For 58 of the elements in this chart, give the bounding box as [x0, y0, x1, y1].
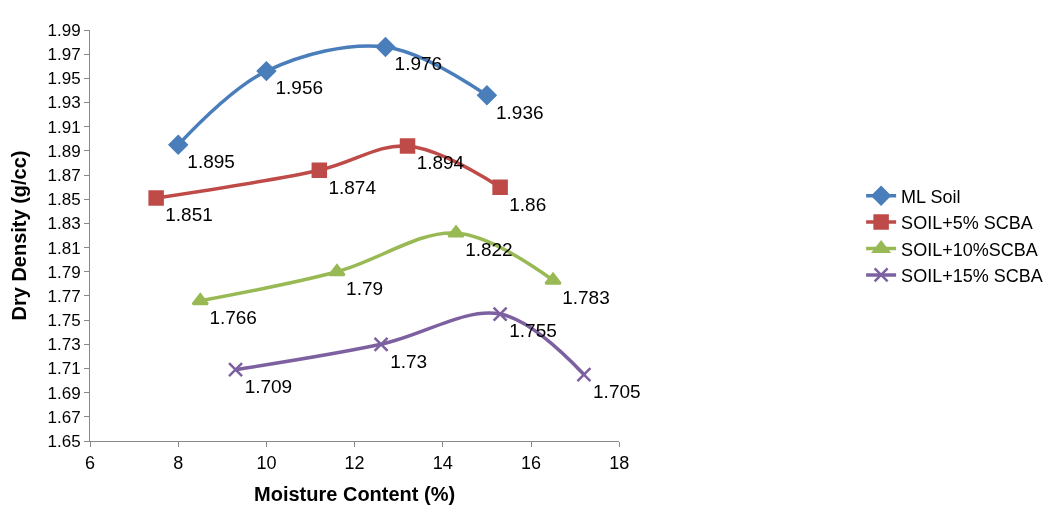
point: [576, 366, 592, 383]
point: [477, 85, 497, 105]
y-tick-label: 1.75: [47, 311, 81, 331]
x-tick-label: 16: [520, 452, 542, 473]
point: [328, 264, 346, 277]
y-tick-label: 1.71: [47, 359, 81, 379]
data-label: 1.86: [509, 193, 547, 215]
point: [492, 179, 508, 195]
point: [375, 37, 396, 57]
data-label: 1.851: [165, 204, 213, 226]
point: [447, 225, 465, 238]
legend-label: SOIL+10%SCBA: [901, 239, 1038, 260]
x-axis-title: Moisture Content (%): [254, 483, 456, 506]
point: [168, 135, 188, 155]
point: [492, 306, 508, 322]
data-label: 1.79: [346, 278, 384, 300]
y-tick-label: 1.99: [47, 20, 81, 40]
y-tick-label: 1.87: [47, 166, 81, 186]
point: [148, 190, 164, 206]
y-tick-label: 1.81: [47, 238, 81, 258]
data-label: 1.956: [275, 77, 324, 99]
legend-label: SOIL+5% SCBA: [901, 213, 1033, 234]
data-label: 1.936: [496, 101, 544, 123]
point: [373, 336, 389, 353]
y-tick-label: 1.83: [47, 214, 81, 234]
y-tick-label: 1.69: [47, 383, 81, 403]
point: [544, 272, 562, 285]
y-tick-label: 1.93: [47, 93, 81, 113]
data-label: 1.73: [390, 350, 428, 372]
y-tick-label: 1.73: [47, 335, 81, 355]
data-label: 1.783: [562, 286, 610, 308]
data-label: 1.709: [244, 376, 293, 398]
legend-label: ML Soil: [901, 186, 961, 207]
y-tick-label: 1.91: [47, 117, 81, 137]
legend-label: SOIL+15% SCBA: [901, 265, 1043, 286]
y-axis-title: Dry Density (g/cc): [8, 150, 31, 321]
y-tick-label: 1.89: [47, 141, 81, 161]
data-label: 1.705: [593, 380, 641, 402]
data-label: 1.895: [187, 151, 235, 173]
x-tick-label: 8: [173, 452, 184, 473]
data-label: 1.766: [209, 307, 257, 329]
x-tick-label: 14: [432, 452, 453, 473]
y-tick-label: 1.85: [47, 190, 81, 210]
y-tick-label: 1.97: [47, 45, 81, 65]
y-tick-label: 1.95: [47, 69, 81, 89]
data-label: 1.874: [328, 176, 377, 198]
x-tick-label: 18: [609, 452, 630, 473]
point: [311, 162, 328, 178]
y-tick-label: 1.67: [47, 407, 81, 427]
y-tick-label: 1.65: [47, 431, 81, 451]
x-tick-label: 6: [84, 452, 96, 473]
y-tick-label: 1.79: [47, 262, 81, 282]
x-tick-label: 12: [344, 452, 365, 473]
point: [256, 61, 277, 81]
point: [227, 361, 244, 378]
x-tick-label: 10: [256, 452, 277, 473]
point: [399, 138, 416, 154]
y-tick-label: 1.77: [47, 286, 81, 306]
